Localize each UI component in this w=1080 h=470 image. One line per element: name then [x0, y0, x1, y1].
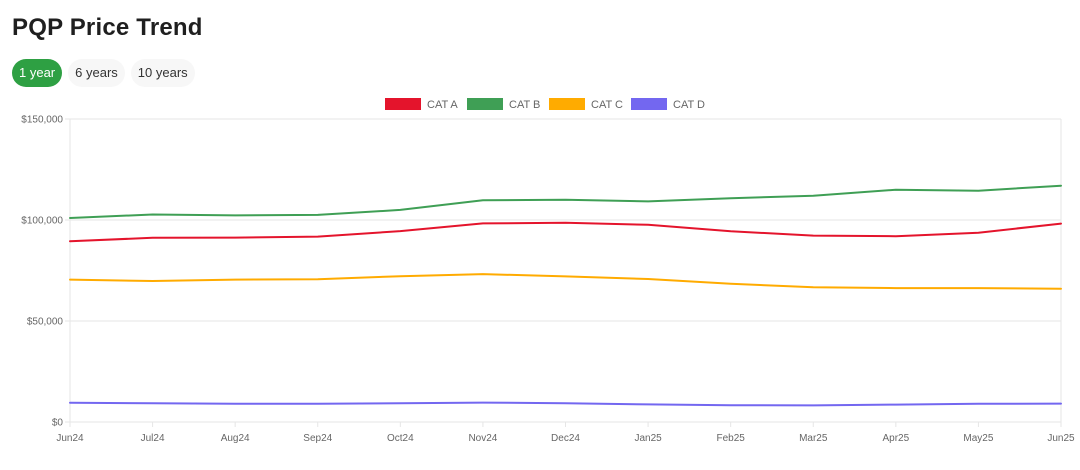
- legend-item-cat-c[interactable]: CAT C: [549, 98, 623, 111]
- y-tick-label: $0: [52, 418, 64, 429]
- x-axis: Jun24 Jul24 Aug24 Sep24 Oct24 Nov24 Dec24 Jan25…: [56, 422, 1075, 444]
- chart-series: [69, 184, 1062, 407]
- tab-6-years[interactable]: 6 years: [68, 59, 125, 87]
- y-tick-label: $150,000: [21, 115, 63, 126]
- x-tick-label: Aug24: [221, 433, 250, 444]
- legend-item-cat-a[interactable]: CAT A: [385, 98, 458, 111]
- legend-label: CAT D: [673, 99, 705, 111]
- legend-swatch: [385, 98, 421, 110]
- x-tick-label: Feb25: [716, 433, 745, 444]
- series-line-cat-a: [69, 221, 1062, 243]
- y-tick-label: $100,000: [21, 216, 63, 227]
- range-tabs: 1 year 6 years 10 years: [12, 59, 195, 87]
- x-tick-label: May25: [963, 433, 993, 444]
- x-tick-label: Jun24: [56, 433, 84, 444]
- x-tick-label: Oct24: [387, 433, 414, 444]
- legend-swatch: [549, 98, 585, 110]
- x-tick-label: Sep24: [303, 433, 332, 444]
- series-line-cat-b: [69, 184, 1062, 219]
- legend-label: CAT A: [427, 99, 458, 111]
- legend-item-cat-b[interactable]: CAT B: [467, 98, 540, 111]
- x-tick-label: Jun25: [1047, 433, 1075, 444]
- x-tick-label: Jul24: [141, 433, 165, 444]
- y-tick-label: $50,000: [27, 317, 64, 328]
- page-title: PQP Price Trend: [12, 14, 203, 41]
- price-trend-chart: CAT A CAT B CAT C CAT D $0 $50,000 $100,000 $1…: [21, 98, 1075, 444]
- x-tick-label: Dec24: [551, 433, 580, 444]
- series-line-cat-d: [69, 401, 1062, 407]
- legend-label: CAT C: [591, 99, 623, 111]
- series-line-cat-c: [69, 273, 1062, 290]
- x-tick-label: Apr25: [882, 433, 909, 444]
- x-tick-label: Mar25: [799, 433, 828, 444]
- legend-label: CAT B: [509, 99, 540, 111]
- legend-swatch: [631, 98, 667, 110]
- legend-swatch: [467, 98, 503, 110]
- x-tick-label: Nov24: [468, 433, 497, 444]
- tab-1-year[interactable]: 1 year: [12, 59, 63, 87]
- chart-grid: [65, 118, 1062, 427]
- x-tick-label: Jan25: [634, 433, 662, 444]
- y-axis: $0 $50,000 $100,000 $150,000: [21, 115, 63, 429]
- tab-10-years[interactable]: 10 years: [130, 59, 195, 87]
- legend-item-cat-d[interactable]: CAT D: [631, 98, 705, 111]
- chart-legend: CAT A CAT B CAT C CAT D: [385, 98, 705, 111]
